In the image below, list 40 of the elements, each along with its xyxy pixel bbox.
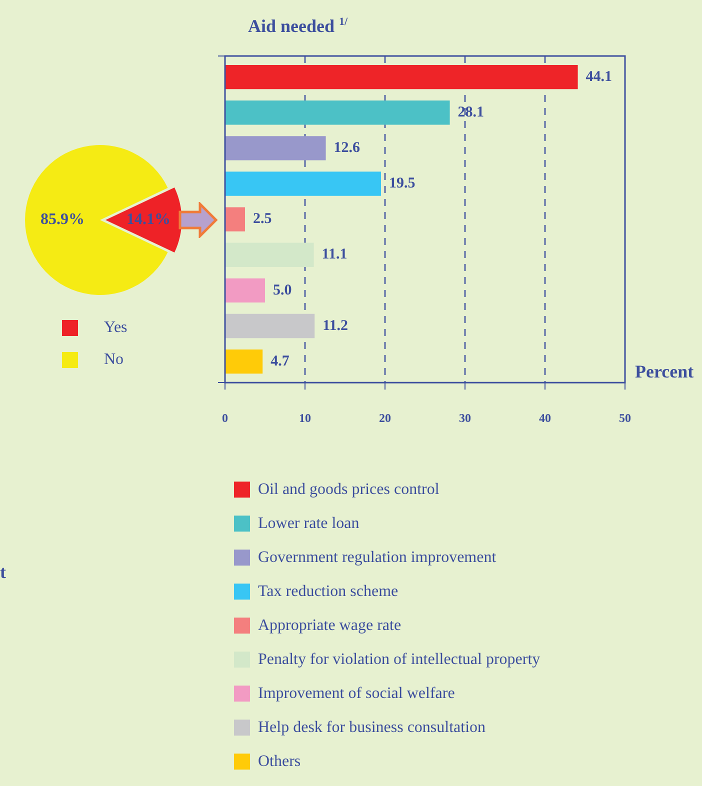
legend-label: Help desk for business consultation (258, 718, 486, 736)
bar (226, 242, 314, 267)
data-label: 11.2 (322, 318, 348, 334)
x-tick-label: 30 (459, 410, 471, 425)
legend-label: Yes (104, 319, 128, 337)
bar (226, 64, 578, 90)
data-label: 14.1% (126, 211, 170, 228)
data-label: 11.1 (322, 246, 348, 263)
legend-label: Appropriate wage rate (258, 616, 402, 634)
text: t (0, 562, 6, 583)
legend-label: No (104, 351, 124, 369)
legend-label: Improvement of social welfare (258, 684, 455, 702)
data-label: 5.0 (273, 282, 292, 298)
bar (226, 100, 450, 125)
legend-label: Oil and goods prices control (258, 480, 440, 498)
data-label: 2.5 (253, 211, 272, 228)
legend-label: Lower rate loan (258, 514, 360, 532)
legend-label: Tax reduction scheme (258, 582, 398, 600)
legend-label: Others (258, 752, 301, 770)
x-tick-label: 50 (619, 410, 631, 425)
data-label: 12.6 (334, 140, 361, 156)
legend-label: Penalty for violation of intellectual property (258, 650, 540, 668)
x-tick-label: 20 (379, 410, 391, 425)
bar (226, 278, 265, 303)
chart-title: Aid needed $^{1/}$ (248, 16, 348, 37)
legend-label: Government regulation improvement (258, 548, 497, 566)
bar (226, 172, 381, 196)
data-label: 85.9% (40, 211, 84, 228)
bar (226, 314, 315, 338)
data-label: 4.7 (270, 353, 290, 370)
bar (226, 349, 263, 374)
data-label: 44.1 (586, 68, 612, 85)
x-axis-title: Percent (635, 361, 694, 382)
bar (226, 207, 245, 232)
data-label: 19.5 (389, 176, 416, 192)
data-label: 28.1 (458, 104, 484, 120)
bar (226, 136, 326, 160)
x-tick-label: 40 (539, 410, 551, 425)
x-tick-label: 10 (299, 410, 311, 425)
x-tick-label: 0 (222, 410, 228, 425)
